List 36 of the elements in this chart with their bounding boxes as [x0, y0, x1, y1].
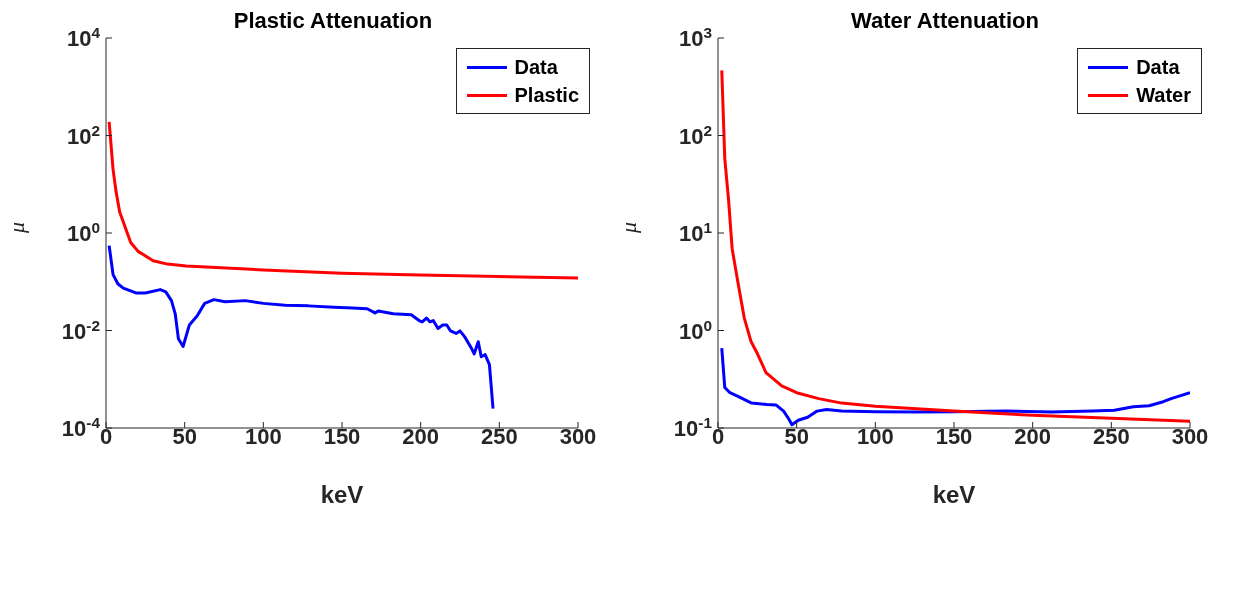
y-tick-label: 10$^{2}$	[66, 121, 100, 149]
x-tick-label: 150	[323, 424, 361, 449]
x-tick-label: 300	[1171, 424, 1209, 449]
y-tick-label: 10$^{-2}$	[61, 316, 100, 344]
line-series	[107, 120, 578, 280]
y-tick-label: 10$^{-4}$	[61, 413, 101, 441]
legend-label: Data	[514, 55, 558, 79]
x-axis-title: keV	[320, 481, 364, 509]
x-tick-label: 200	[1014, 424, 1052, 449]
x-tick-label: 250	[1092, 424, 1130, 449]
y-tick-label: 10$^{2}$	[678, 121, 712, 149]
x-tick-label: 0	[711, 424, 725, 449]
y-tick-label: 10$^{0}$	[678, 316, 712, 344]
x-tick-label: 150	[935, 424, 973, 449]
legend-label: Plastic	[514, 83, 579, 107]
x-tick-label: 300	[559, 424, 597, 449]
line-series	[107, 244, 495, 411]
chart-title: Water Attenuation	[851, 8, 1039, 33]
x-tick-label: 50	[784, 424, 809, 449]
x-tick-label: 100	[856, 424, 894, 449]
y-axis-title: μ	[3, 221, 29, 234]
legend-label: Water	[1136, 83, 1191, 107]
x-tick-label: 250	[480, 424, 518, 449]
x-axis-title: keV	[932, 481, 976, 509]
y-tick-label: 10$^{3}$	[678, 23, 712, 51]
x-tick-label: 100	[244, 424, 282, 449]
y-tick-label: 10$^{4}$	[66, 23, 101, 51]
y-tick-label: 10$^{-1}$	[673, 413, 713, 441]
y-tick-label: 10$^{1}$	[678, 218, 713, 246]
x-tick-label: 0	[99, 424, 113, 449]
legend-label: Data	[1136, 55, 1180, 79]
x-tick-label: 50	[172, 424, 197, 449]
y-tick-label: 10$^{0}$	[66, 218, 100, 246]
x-tick-label: 200	[402, 424, 440, 449]
chart-title: Plastic Attenuation	[233, 8, 433, 33]
y-axis-title: μ	[615, 221, 641, 234]
